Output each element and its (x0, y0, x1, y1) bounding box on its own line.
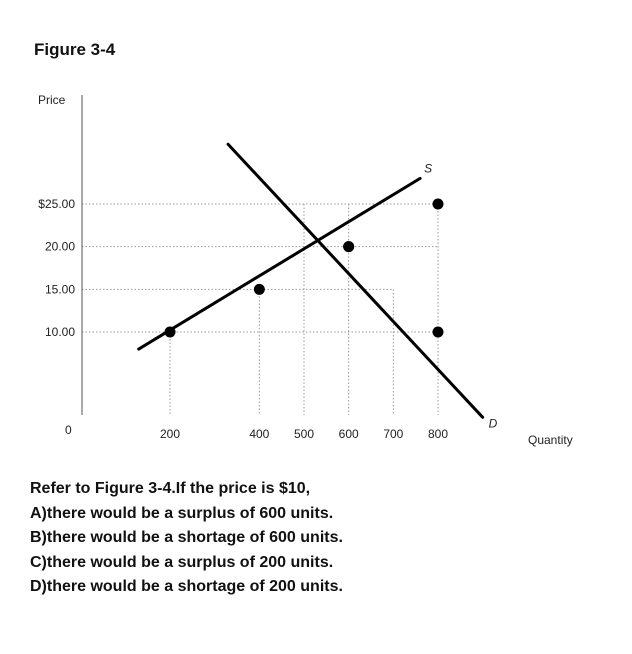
points (164, 198, 444, 338)
figure-title: Figure 3-4 (34, 40, 116, 59)
point-s (253, 283, 265, 295)
point-d (343, 241, 355, 253)
y-axis-label: Price (38, 93, 66, 107)
point-s (432, 198, 444, 210)
tick-labels: 10.00 15.00 20.00 $25.00 200 400 500 600 700 800 (38, 197, 448, 441)
origin-label: 0 (65, 423, 72, 437)
y-tick-label: 10.00 (45, 325, 75, 339)
x-tick-label: 800 (428, 427, 448, 441)
x-tick-label: 700 (383, 427, 403, 441)
question-block: Refer to Figure 3-4.If the price is $10,… (30, 477, 610, 600)
curve-d (226, 142, 485, 419)
x-tick-label: 500 (294, 427, 314, 441)
y-tick-label: 20.00 (45, 240, 75, 254)
curve-label-s: S (424, 161, 432, 175)
y-tick-label: $25.00 (38, 197, 75, 211)
option-b: B)there would be a shortage of 600 units… (30, 529, 343, 546)
point-s (164, 326, 176, 338)
x-tick-label: 600 (339, 427, 359, 441)
x-tick-label: 400 (249, 427, 269, 441)
y-tick-label: 15.00 (45, 282, 75, 296)
option-d: D)there would be a shortage of 200 units… (30, 578, 343, 595)
question-stem: Refer to Figure 3-4.If the price is $10, (30, 480, 311, 497)
option-a: A)there would be a surplus of 600 units. (30, 504, 334, 522)
curves: SD (137, 142, 498, 430)
x-tick-label: 200 (160, 427, 180, 441)
guide-lines (82, 203, 439, 415)
point-d (432, 326, 444, 338)
curve-s (137, 176, 422, 351)
option-c: C)there would be a surplus of 200 units. (30, 553, 334, 571)
x-axis-label: Quantity (528, 433, 573, 447)
curve-label-d: D (489, 416, 498, 430)
